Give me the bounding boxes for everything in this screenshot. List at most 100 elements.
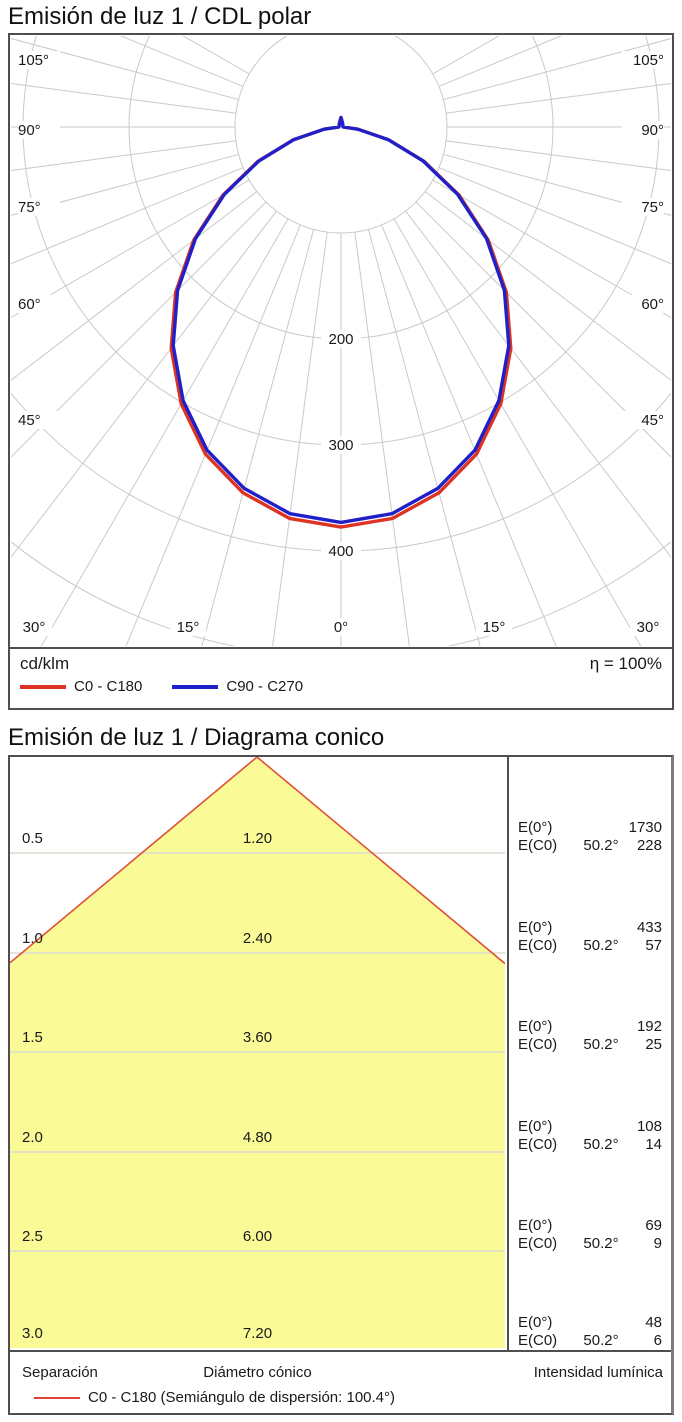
polar-curve-c90-c270	[171, 115, 511, 525]
e0-label: E(0°)	[518, 1314, 553, 1331]
cone-edge-left	[9, 756, 258, 964]
e0-value: 48	[645, 1314, 662, 1331]
polar-spoke	[443, 153, 671, 216]
polar-spoke	[11, 201, 267, 458]
beam-angle-value: 50.2°	[583, 1332, 619, 1349]
illuminance-entry: E(0°) 48 E(C0) 50.2° 6	[518, 1314, 662, 1350]
angle-label: 45°	[641, 412, 664, 429]
angle-label: 90°	[641, 122, 664, 139]
cone-diagram-panel: 0.5 1.20 1.0 2.40 1.5 3.60 2.0 4.80 2.5 6.00 3.0 7.…	[8, 755, 674, 1415]
polar-spoke	[125, 224, 301, 646]
beam-angle-value: 50.2°	[583, 1235, 619, 1252]
polar-spoke	[438, 36, 562, 87]
ec0-label: E(C0)	[518, 837, 558, 854]
beam-angle-value: 50.2°	[583, 937, 619, 954]
cone-chart	[9, 756, 506, 1348]
beam-angle-value: 50.2°	[583, 1136, 619, 1153]
polar-spoke	[11, 153, 239, 216]
angle-label: 45°	[18, 412, 41, 429]
e0-label: E(0°)	[518, 1217, 553, 1234]
illuminance-entry: E(0°) 192 E(C0) 50.2° 25	[518, 1018, 662, 1054]
e0-value: 69	[645, 1217, 662, 1234]
illuminance-entry: E(0°) 1730 E(C0) 50.2° 228	[518, 819, 662, 855]
e0-value: 1730	[628, 819, 662, 836]
polar-spoke	[415, 201, 671, 458]
e0-label: E(0°)	[518, 1118, 553, 1135]
polar-grid: 105° 90° 75° 60° 45° 105° 90° 75° 60° 45° 30° 15° 0°…	[11, 36, 671, 646]
polar-spoke	[424, 191, 671, 381]
legend-item-c0-c180: C0 - C180	[20, 678, 142, 695]
curve-color-swatch	[172, 684, 219, 689]
illuminance-column: E(0°) 1730 E(C0) 50.2° 228 E(0°) 433 E(C0) 50.2°…	[507, 757, 671, 1350]
polar-diagram-panel: 105° 90° 75° 60° 45° 105° 90° 75° 60° 45° 30° 15° 0°…	[8, 33, 674, 710]
e0-label: E(0°)	[518, 919, 553, 936]
angle-label: 15°	[177, 619, 200, 636]
angle-label: 200	[328, 331, 353, 348]
red-line-swatch	[34, 1396, 80, 1399]
polar-spoke	[11, 38, 239, 101]
ec0-label: E(C0)	[518, 1332, 558, 1349]
curve-legend-items: C0 - C180 C90 - C270	[20, 678, 662, 695]
angle-label: 0°	[334, 619, 348, 636]
footer-separation-label: Separación	[22, 1364, 98, 1381]
e0-value: 108	[636, 1118, 662, 1135]
angle-label: 60°	[641, 296, 664, 313]
polar-spoke	[393, 218, 642, 646]
angle-label: 90°	[18, 122, 41, 139]
e0-label: E(0°)	[518, 1018, 553, 1035]
footer-curve-legend: C0 - C180 (Semiángulo de dispersión: 100…	[34, 1389, 395, 1406]
unit-label: cd/klm	[20, 654, 70, 673]
legend-item-label: C0 - C180	[74, 678, 143, 695]
polar-spoke	[443, 38, 671, 101]
angle-label: 400	[328, 543, 353, 560]
curve-color-swatch	[20, 684, 66, 689]
polar-spoke	[40, 218, 289, 646]
illuminance-entry: E(0°) 69 E(C0) 50.2° 9	[518, 1217, 662, 1253]
e0-value: 433	[636, 919, 662, 936]
polar-spoke	[432, 179, 671, 319]
e0-value: 192	[636, 1018, 662, 1035]
ec0-label: E(C0)	[518, 937, 558, 954]
footer-intensity-label: Intensidad lumínica	[533, 1364, 663, 1381]
cone-footer: Separación Diámetro cónico Intensidad lu…	[10, 1350, 671, 1413]
ec0-value: 25	[645, 1036, 662, 1053]
polar-diagram-title: Emisión de luz 1 / CDL polar	[8, 3, 312, 30]
efficiency-label: η = 100%	[589, 654, 662, 673]
ec0-value: 14	[645, 1136, 662, 1153]
polar-spoke	[381, 224, 557, 646]
polar-spoke	[354, 232, 410, 646]
ec0-label: E(C0)	[518, 1136, 558, 1153]
illuminance-entry: E(0°) 433 E(C0) 50.2° 57	[518, 919, 662, 955]
polar-spoke	[446, 83, 671, 114]
polar-legend: cd/klm η = 100% C0 - C180 C90 - C270	[10, 647, 672, 708]
polar-chart: 105° 90° 75° 60° 45° 105° 90° 75° 60° 45° 30° 15° 0°…	[11, 36, 671, 646]
angle-label: 75°	[18, 199, 41, 216]
polar-spoke	[11, 210, 277, 558]
cone-plot-area	[9, 756, 506, 1350]
ec0-label: E(C0)	[518, 1235, 558, 1252]
polar-plot-area: 105° 90° 75° 60° 45° 105° 90° 75° 60° 45° 30° 15° 0°…	[10, 35, 672, 647]
angle-label: 105°	[18, 52, 49, 69]
polar-spoke	[11, 140, 236, 171]
polar-spoke	[405, 210, 671, 558]
footer-diameter-label: Diámetro cónico	[203, 1364, 312, 1381]
beam-angle-value: 50.2°	[583, 837, 619, 854]
ec0-value: 228	[636, 837, 662, 854]
polar-spoke	[438, 167, 671, 265]
polar-spoke	[11, 191, 258, 381]
polar-spoke	[120, 36, 244, 87]
legend-item-label: C90 - C270	[226, 678, 304, 695]
e0-label: E(0°)	[518, 819, 553, 836]
angle-label: 15°	[483, 619, 506, 636]
cone-edge-right	[256, 756, 506, 965]
angle-label: 30°	[637, 619, 660, 636]
polar-spoke	[272, 232, 328, 646]
angle-label: 105°	[633, 52, 664, 69]
ec0-value: 6	[653, 1332, 662, 1349]
polar-spoke	[446, 140, 671, 171]
footer-curve-legend-text: C0 - C180 (Semiángulo de dispersión: 100…	[88, 1389, 396, 1406]
polar-spoke	[11, 83, 236, 114]
illuminance-entry: E(0°) 108 E(C0) 50.2° 14	[518, 1118, 662, 1154]
legend-item-c90-c270: C90 - C270	[172, 678, 303, 695]
